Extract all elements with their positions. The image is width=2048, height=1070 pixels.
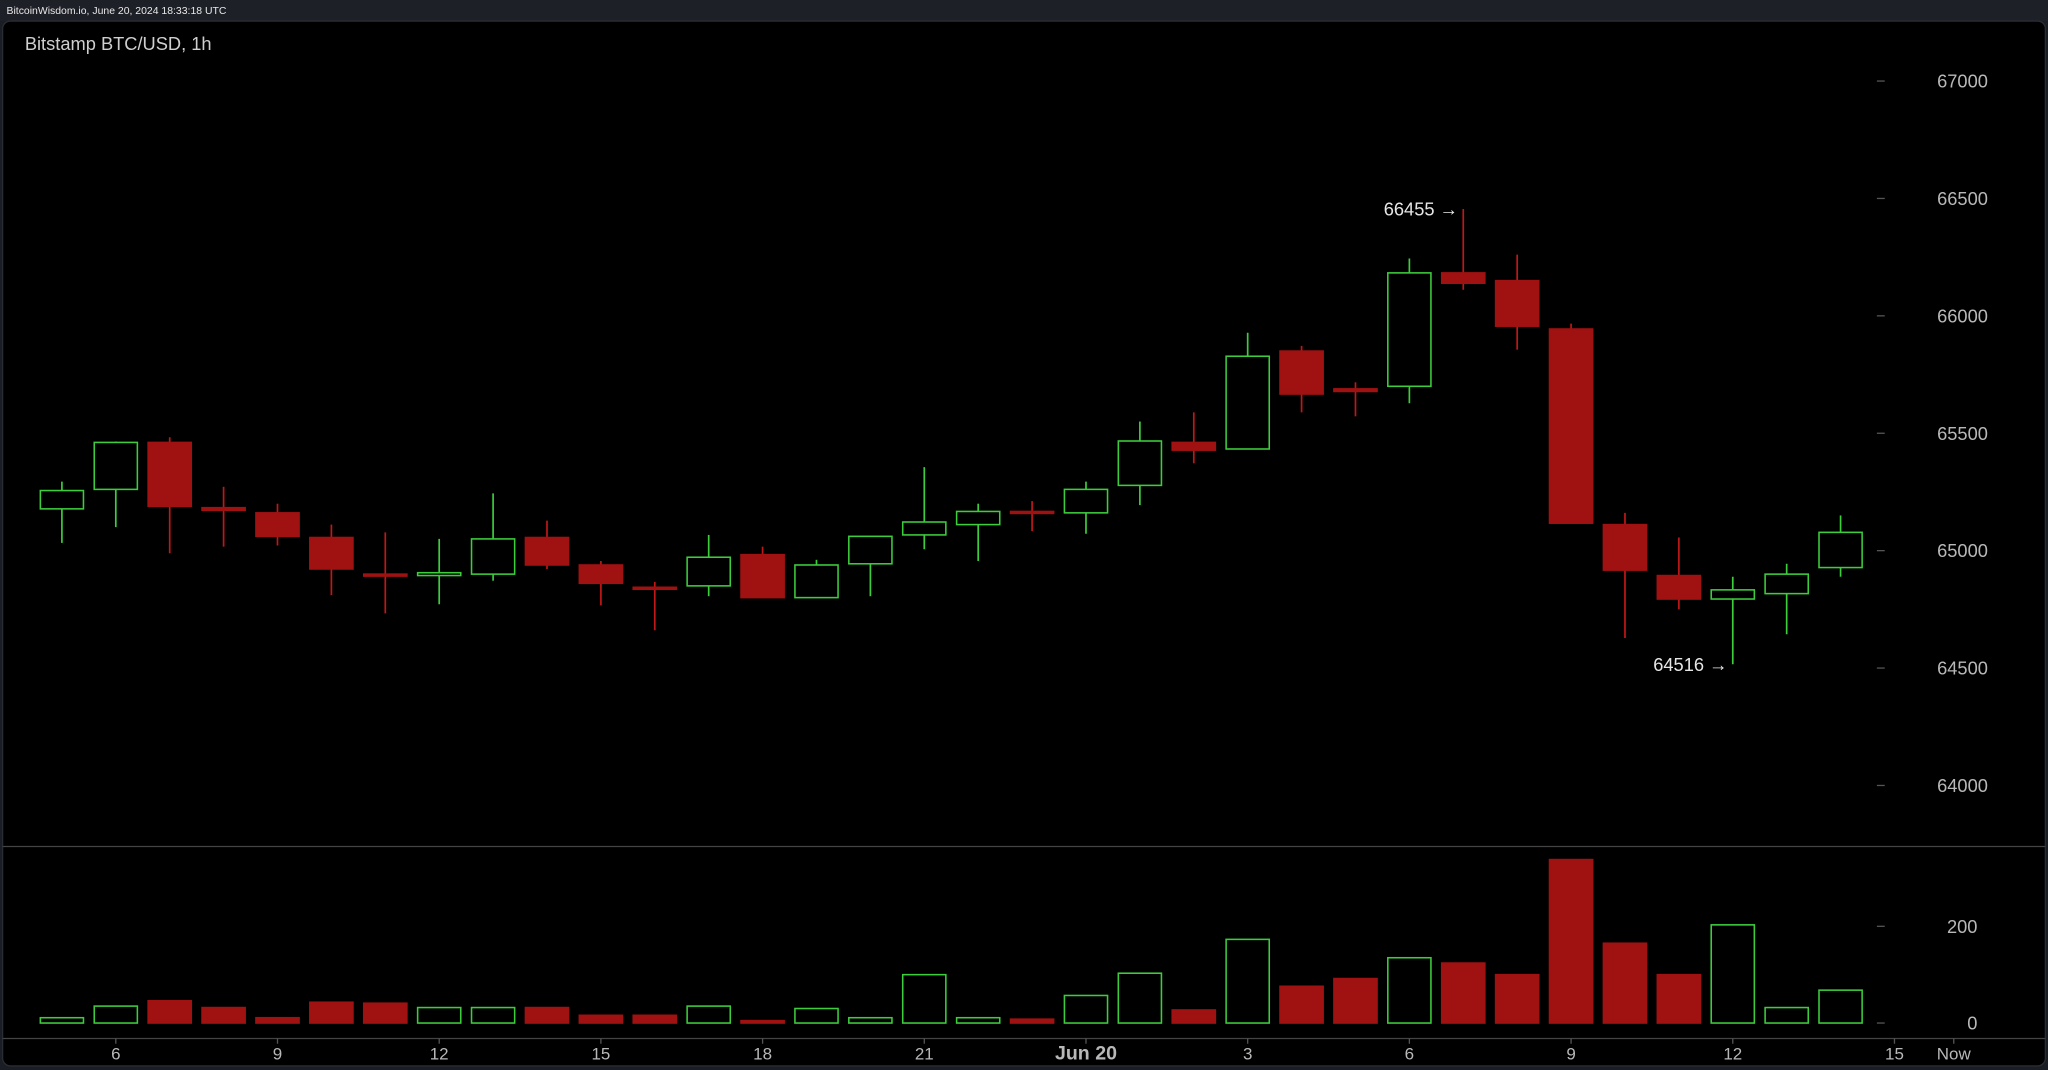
header-text: BitcoinWisdom.io, June 20, 2024 18:33:18… <box>7 6 227 17</box>
volume-bar <box>39 1016 85 1024</box>
candle-body <box>1117 440 1163 487</box>
candle-body <box>578 564 624 585</box>
annotation: 64516 → <box>1653 654 1727 675</box>
volume-bar <box>201 1006 246 1024</box>
candle-body <box>1063 488 1109 514</box>
candle-body <box>93 441 139 491</box>
annotation: 66455 → <box>1384 199 1458 220</box>
candle-body <box>1710 589 1756 600</box>
candle-body <box>201 506 246 512</box>
y-tick-label: 64500 <box>1937 658 1988 679</box>
x-tick-label: 12 <box>430 1044 449 1063</box>
candle-body <box>1440 272 1486 284</box>
candle-body <box>524 536 570 566</box>
candle-body <box>1764 573 1810 595</box>
x-tick-label: 18 <box>753 1044 772 1063</box>
candle-body <box>362 573 408 577</box>
volume-bar <box>901 973 947 1024</box>
volume-bar <box>93 1005 139 1024</box>
y-tick-label: 66000 <box>1937 305 1988 326</box>
candle-body <box>955 510 1001 526</box>
candle-body <box>740 553 785 599</box>
volume-bar <box>632 1014 678 1024</box>
y-tick-label: 67000 <box>1937 71 1988 92</box>
volume-tick-label: 0 <box>1967 1013 1977 1034</box>
candle-body <box>1333 388 1378 393</box>
chart-panel <box>1 20 2047 1067</box>
y-tick-label: 66500 <box>1937 188 1988 209</box>
volume-bar <box>1818 989 1863 1024</box>
candle-body <box>1225 355 1271 450</box>
x-tick-label: 6 <box>1405 1044 1414 1063</box>
volume-bar <box>1656 973 1702 1024</box>
volume-bar <box>416 1006 462 1024</box>
volume-bar <box>1333 977 1378 1024</box>
x-tick-label: 15 <box>1885 1044 1904 1063</box>
candle-body <box>1494 279 1540 327</box>
y-tick-label: 65000 <box>1937 540 1988 561</box>
volume-bar <box>1117 972 1163 1024</box>
candle-body <box>1548 328 1594 524</box>
volume-bar <box>740 1019 785 1024</box>
y-tick-label: 65500 <box>1937 423 1988 444</box>
volume-bar <box>1710 924 1756 1024</box>
top-bar <box>0 0 2048 22</box>
volume-bar <box>255 1016 300 1024</box>
volume-tick-label: 200 <box>1947 916 1977 937</box>
candle-body <box>686 556 732 587</box>
volume-bar <box>1225 938 1271 1024</box>
candle-body <box>147 441 193 508</box>
candle-body <box>794 564 839 599</box>
candle-body <box>1279 350 1324 395</box>
x-tick-label: 12 <box>1723 1044 1742 1063</box>
y-tick-label: 64000 <box>1937 775 1988 796</box>
volume-bar <box>1440 962 1486 1024</box>
candle-body <box>1602 523 1648 571</box>
volume-bar <box>1387 956 1432 1024</box>
volume-bar <box>794 1007 839 1024</box>
candle-body <box>1009 510 1055 515</box>
volume-bar <box>470 1006 516 1024</box>
x-tick-label: Now <box>1937 1044 1972 1063</box>
candle-body <box>1656 574 1702 600</box>
volume-bar <box>309 1001 354 1024</box>
volume-bar <box>147 1000 193 1024</box>
x-tick-label: 15 <box>591 1044 610 1063</box>
volume-bar <box>955 1016 1001 1024</box>
volume-bar <box>1171 1009 1217 1024</box>
candle-body <box>255 512 300 538</box>
candle-body <box>901 521 947 536</box>
candle-body <box>1171 441 1217 451</box>
volume-bar <box>1494 973 1540 1024</box>
volume-bar <box>1009 1018 1055 1024</box>
chart-title: Bitstamp BTC/USD, 1h <box>25 33 212 54</box>
candle-body <box>632 586 678 591</box>
candle-body <box>470 538 516 575</box>
candle-body <box>1818 531 1863 569</box>
x-tick-label: 9 <box>1566 1044 1575 1063</box>
x-tick-label: 3 <box>1243 1044 1252 1063</box>
volume-bar <box>686 1005 732 1024</box>
x-tick-label: 21 <box>915 1044 934 1063</box>
volume-bar <box>578 1014 624 1024</box>
volume-bar <box>1602 942 1648 1024</box>
volume-bar <box>1279 985 1324 1024</box>
candle-body <box>309 536 354 570</box>
x-tick-label: Jun 20 <box>1055 1042 1117 1064</box>
x-tick-label: 6 <box>111 1044 120 1063</box>
candle-body <box>1387 272 1432 388</box>
x-tick-label: 9 <box>273 1044 282 1063</box>
candle-body <box>848 535 893 565</box>
candle-body <box>416 571 462 577</box>
volume-bar <box>1764 1006 1810 1024</box>
volume-bar <box>1548 858 1594 1024</box>
volume-bar <box>362 1002 408 1024</box>
candle-body <box>39 489 85 510</box>
volume-bar <box>848 1016 893 1024</box>
volume-bar <box>524 1006 570 1024</box>
volume-bar <box>1063 994 1109 1024</box>
